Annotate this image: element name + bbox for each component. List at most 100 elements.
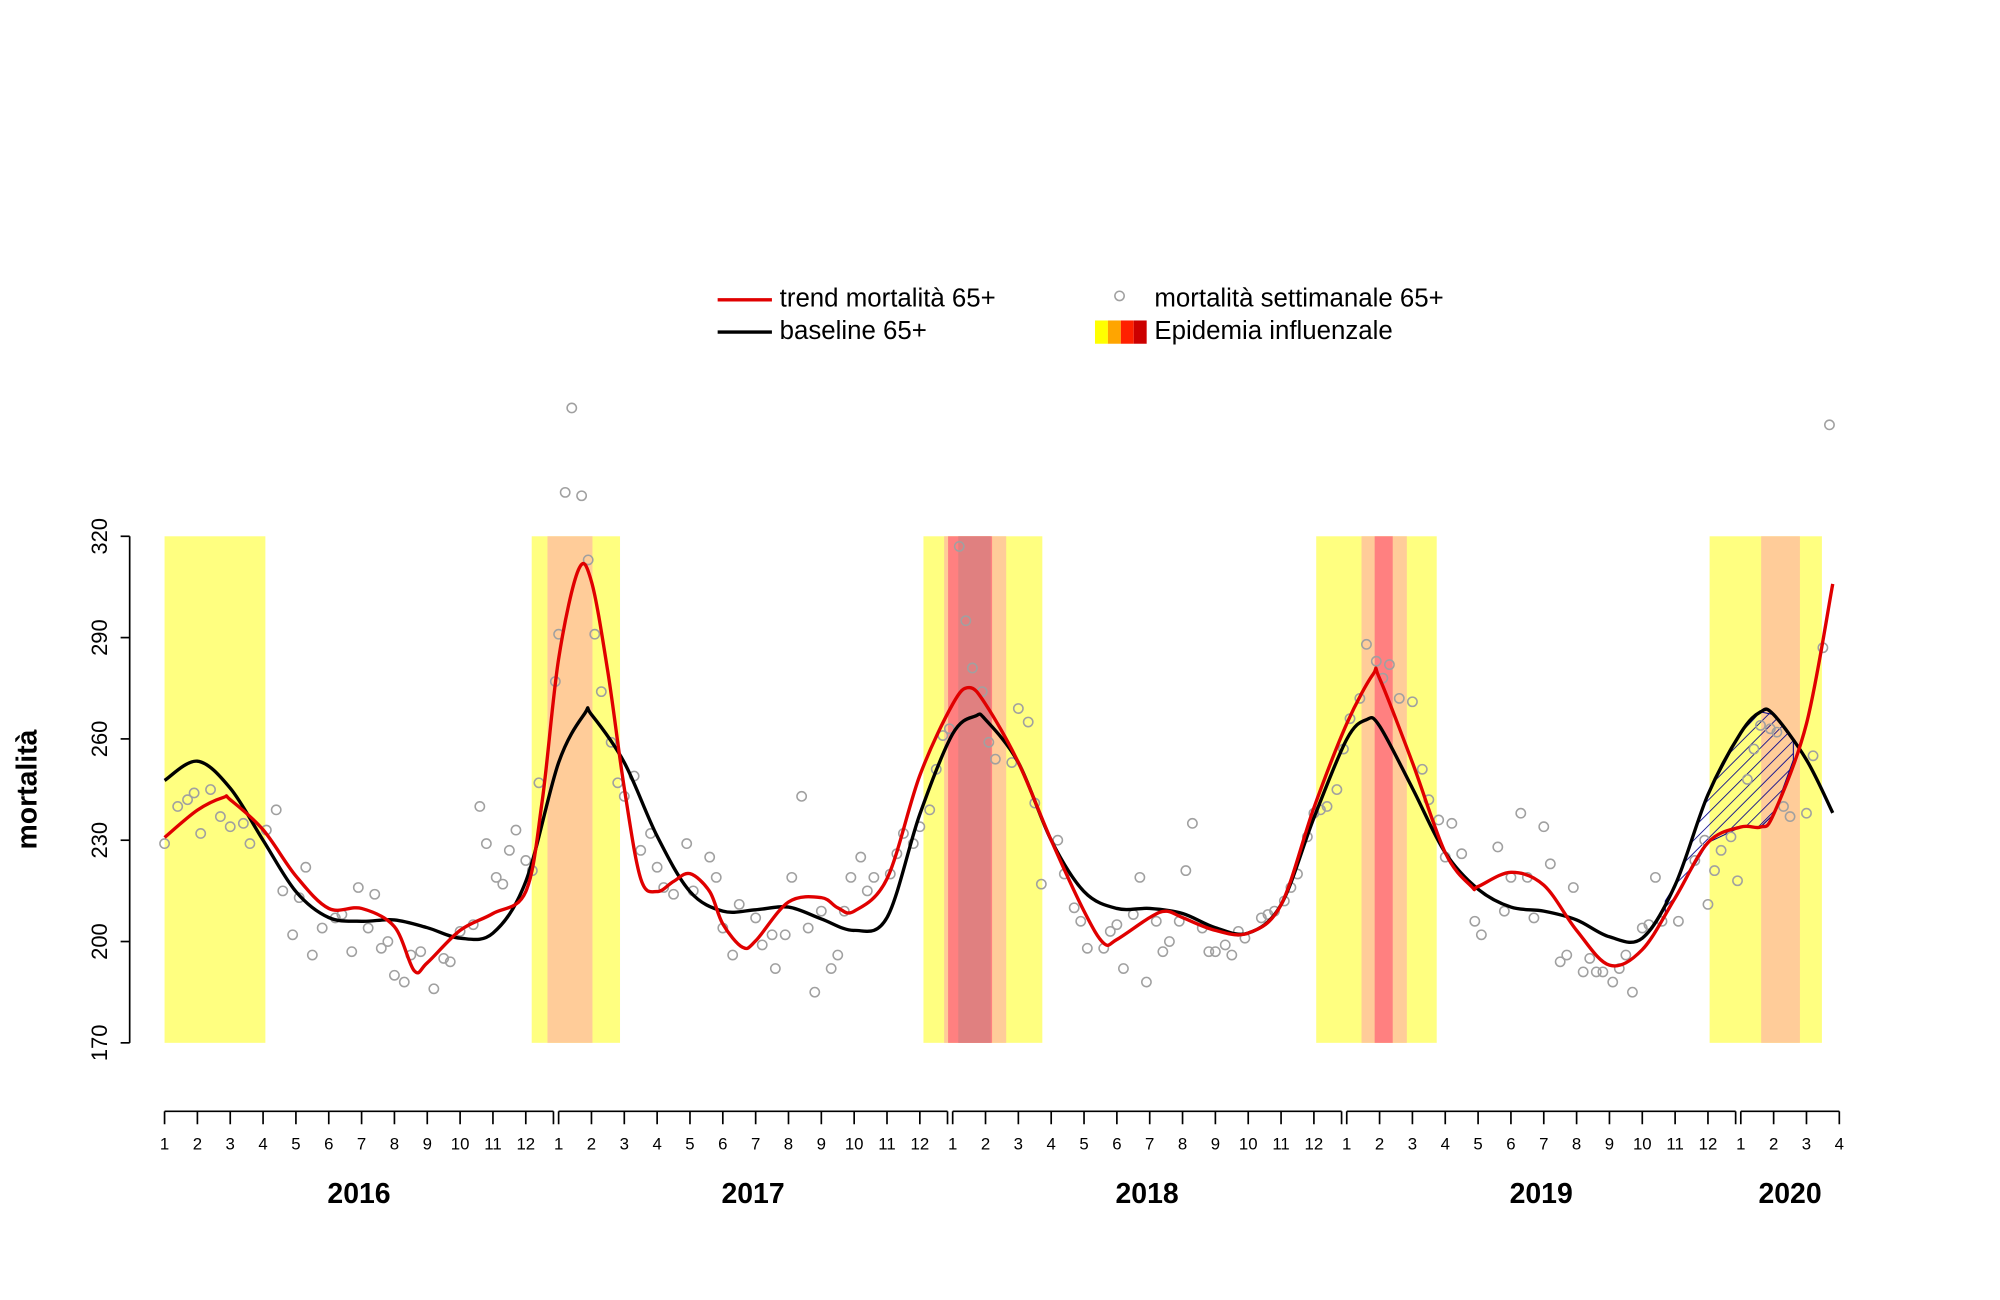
x-group-label: 2019 [1510,1178,1573,1210]
legend-swatch [1094,320,1108,344]
y-tick-label: 230 [87,822,112,859]
data-point [1226,949,1238,961]
legend-label: mortalità settimanale 65+ [1154,285,1443,313]
x-tick-label: 5 [1079,1134,1088,1153]
x-tick-label: 5 [685,1134,694,1153]
data-point [287,929,299,941]
series-line [163,561,1835,975]
x-tick-label: 4 [1835,1134,1844,1153]
data-point [635,844,647,856]
x-tick-label: 3 [226,1134,235,1153]
data-point [1012,703,1024,714]
legend-point [1114,290,1125,302]
data-point [733,898,745,910]
data-point [1620,949,1632,961]
data-point [244,838,256,850]
data-point [1456,848,1468,860]
y-tick-label: 290 [87,619,112,656]
legend-swatch [1133,320,1147,344]
data-point [1163,936,1175,947]
x-tick-label: 11 [1272,1134,1289,1153]
y-tick-label: 260 [87,721,112,758]
data-point [1732,875,1743,887]
data-point [1219,939,1231,951]
data-point [1801,807,1812,819]
legend-label: baseline 65+ [780,317,927,345]
data-point [1709,865,1720,877]
data-point [832,949,844,961]
data-point [1157,946,1169,958]
data-point [1022,716,1034,728]
data-point [444,956,456,968]
data-point [1052,834,1064,846]
x-tick-label: 1 [160,1134,169,1153]
data-point [346,946,358,958]
data-point [815,905,827,917]
x-tick-label: 11 [878,1134,895,1153]
data-point [750,912,762,924]
data-point [398,976,410,988]
x-tick-label: 12 [516,1134,535,1153]
data-point [1134,871,1146,883]
data-point [1446,817,1458,829]
data-point [214,811,226,823]
x-tick-label: 6 [324,1134,333,1153]
data-point [454,925,466,937]
data-point [727,949,739,961]
data-point [1748,743,1760,755]
x-tick-label: 3 [620,1134,629,1153]
data-point [1741,774,1753,785]
data-point [1186,817,1198,829]
data-point [681,838,693,850]
x-tick-label: 10 [1239,1134,1258,1153]
data-point [1755,719,1766,731]
data-point [369,888,381,900]
data-point [1807,750,1819,762]
data-point [1607,976,1619,988]
data-point [1180,865,1192,877]
data-point [1636,922,1648,934]
data-point [474,801,486,812]
x-tick-label: 3 [1802,1134,1811,1153]
x-tick-label: 4 [1441,1134,1450,1153]
data-point [1590,966,1602,978]
data-point [589,628,601,640]
x-tick-label: 4 [652,1134,661,1153]
data-point [1035,878,1047,890]
data-point [1416,763,1428,775]
data-point [159,838,170,850]
data-point [382,936,394,947]
data-point [924,804,936,816]
x-tick-label: 4 [1047,1134,1056,1153]
data-point [1538,821,1550,833]
data-point [1702,898,1714,910]
data-point [1567,882,1579,893]
x-tick-label: 4 [258,1134,267,1153]
data-point [1515,807,1527,819]
x-tick-label: 12 [1305,1134,1324,1153]
x-tick-label: 12 [1699,1134,1718,1153]
x-tick-label: 7 [1539,1134,1548,1153]
data-point [1393,692,1405,704]
data-point [779,929,791,941]
data-point [1406,696,1418,708]
data-point [566,402,578,414]
data-point [1649,871,1661,883]
y-tick-label: 200 [87,923,112,960]
data-point [1498,905,1510,917]
data-point [559,486,571,498]
x-tick-label: 9 [817,1134,826,1153]
data-point [306,949,318,961]
data-point [1824,419,1835,431]
data-point [1118,963,1129,974]
data-point [825,963,837,974]
data-point [1627,986,1638,998]
x-tick-label: 10 [845,1134,864,1153]
data-point [868,871,880,883]
data-point [490,871,502,883]
x-tick-label: 9 [1211,1134,1220,1153]
data-point [182,794,193,806]
data-point [1370,655,1382,667]
data-point [1203,946,1215,958]
data-point [237,817,249,829]
